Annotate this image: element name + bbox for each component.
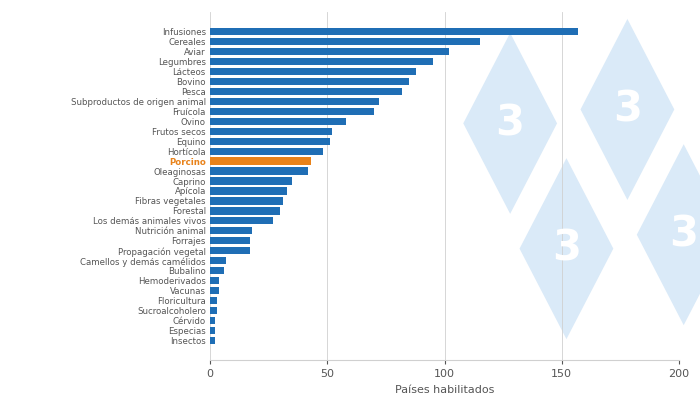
- Polygon shape: [637, 144, 700, 325]
- Bar: [210, 287, 219, 294]
- Bar: [210, 128, 332, 135]
- Bar: [210, 118, 346, 125]
- Text: 3: 3: [669, 214, 698, 256]
- Text: 3: 3: [496, 102, 525, 144]
- Polygon shape: [519, 158, 613, 339]
- Bar: [210, 58, 433, 65]
- Bar: [210, 108, 374, 115]
- Bar: [210, 178, 292, 185]
- Bar: [210, 267, 224, 274]
- Bar: [210, 68, 416, 75]
- Bar: [210, 297, 217, 304]
- Bar: [210, 28, 578, 35]
- Bar: [210, 197, 283, 204]
- Bar: [210, 277, 219, 284]
- Text: 3: 3: [552, 228, 581, 270]
- Bar: [210, 48, 449, 55]
- Bar: [210, 98, 379, 105]
- Bar: [210, 158, 311, 165]
- Bar: [210, 207, 280, 214]
- Polygon shape: [580, 19, 674, 200]
- Bar: [210, 38, 480, 45]
- Bar: [210, 257, 226, 264]
- X-axis label: Países habilitados: Países habilitados: [395, 384, 494, 394]
- Bar: [210, 327, 215, 334]
- Text: 3: 3: [613, 88, 642, 130]
- Bar: [210, 237, 250, 244]
- Bar: [210, 78, 410, 85]
- Bar: [210, 317, 215, 324]
- Bar: [210, 307, 217, 314]
- Bar: [210, 227, 252, 234]
- Polygon shape: [463, 33, 557, 214]
- Bar: [210, 148, 323, 155]
- Bar: [210, 187, 288, 194]
- Bar: [210, 247, 250, 254]
- Bar: [210, 138, 330, 145]
- Bar: [210, 168, 309, 175]
- Bar: [210, 88, 402, 95]
- Bar: [210, 217, 273, 224]
- Bar: [210, 337, 215, 344]
